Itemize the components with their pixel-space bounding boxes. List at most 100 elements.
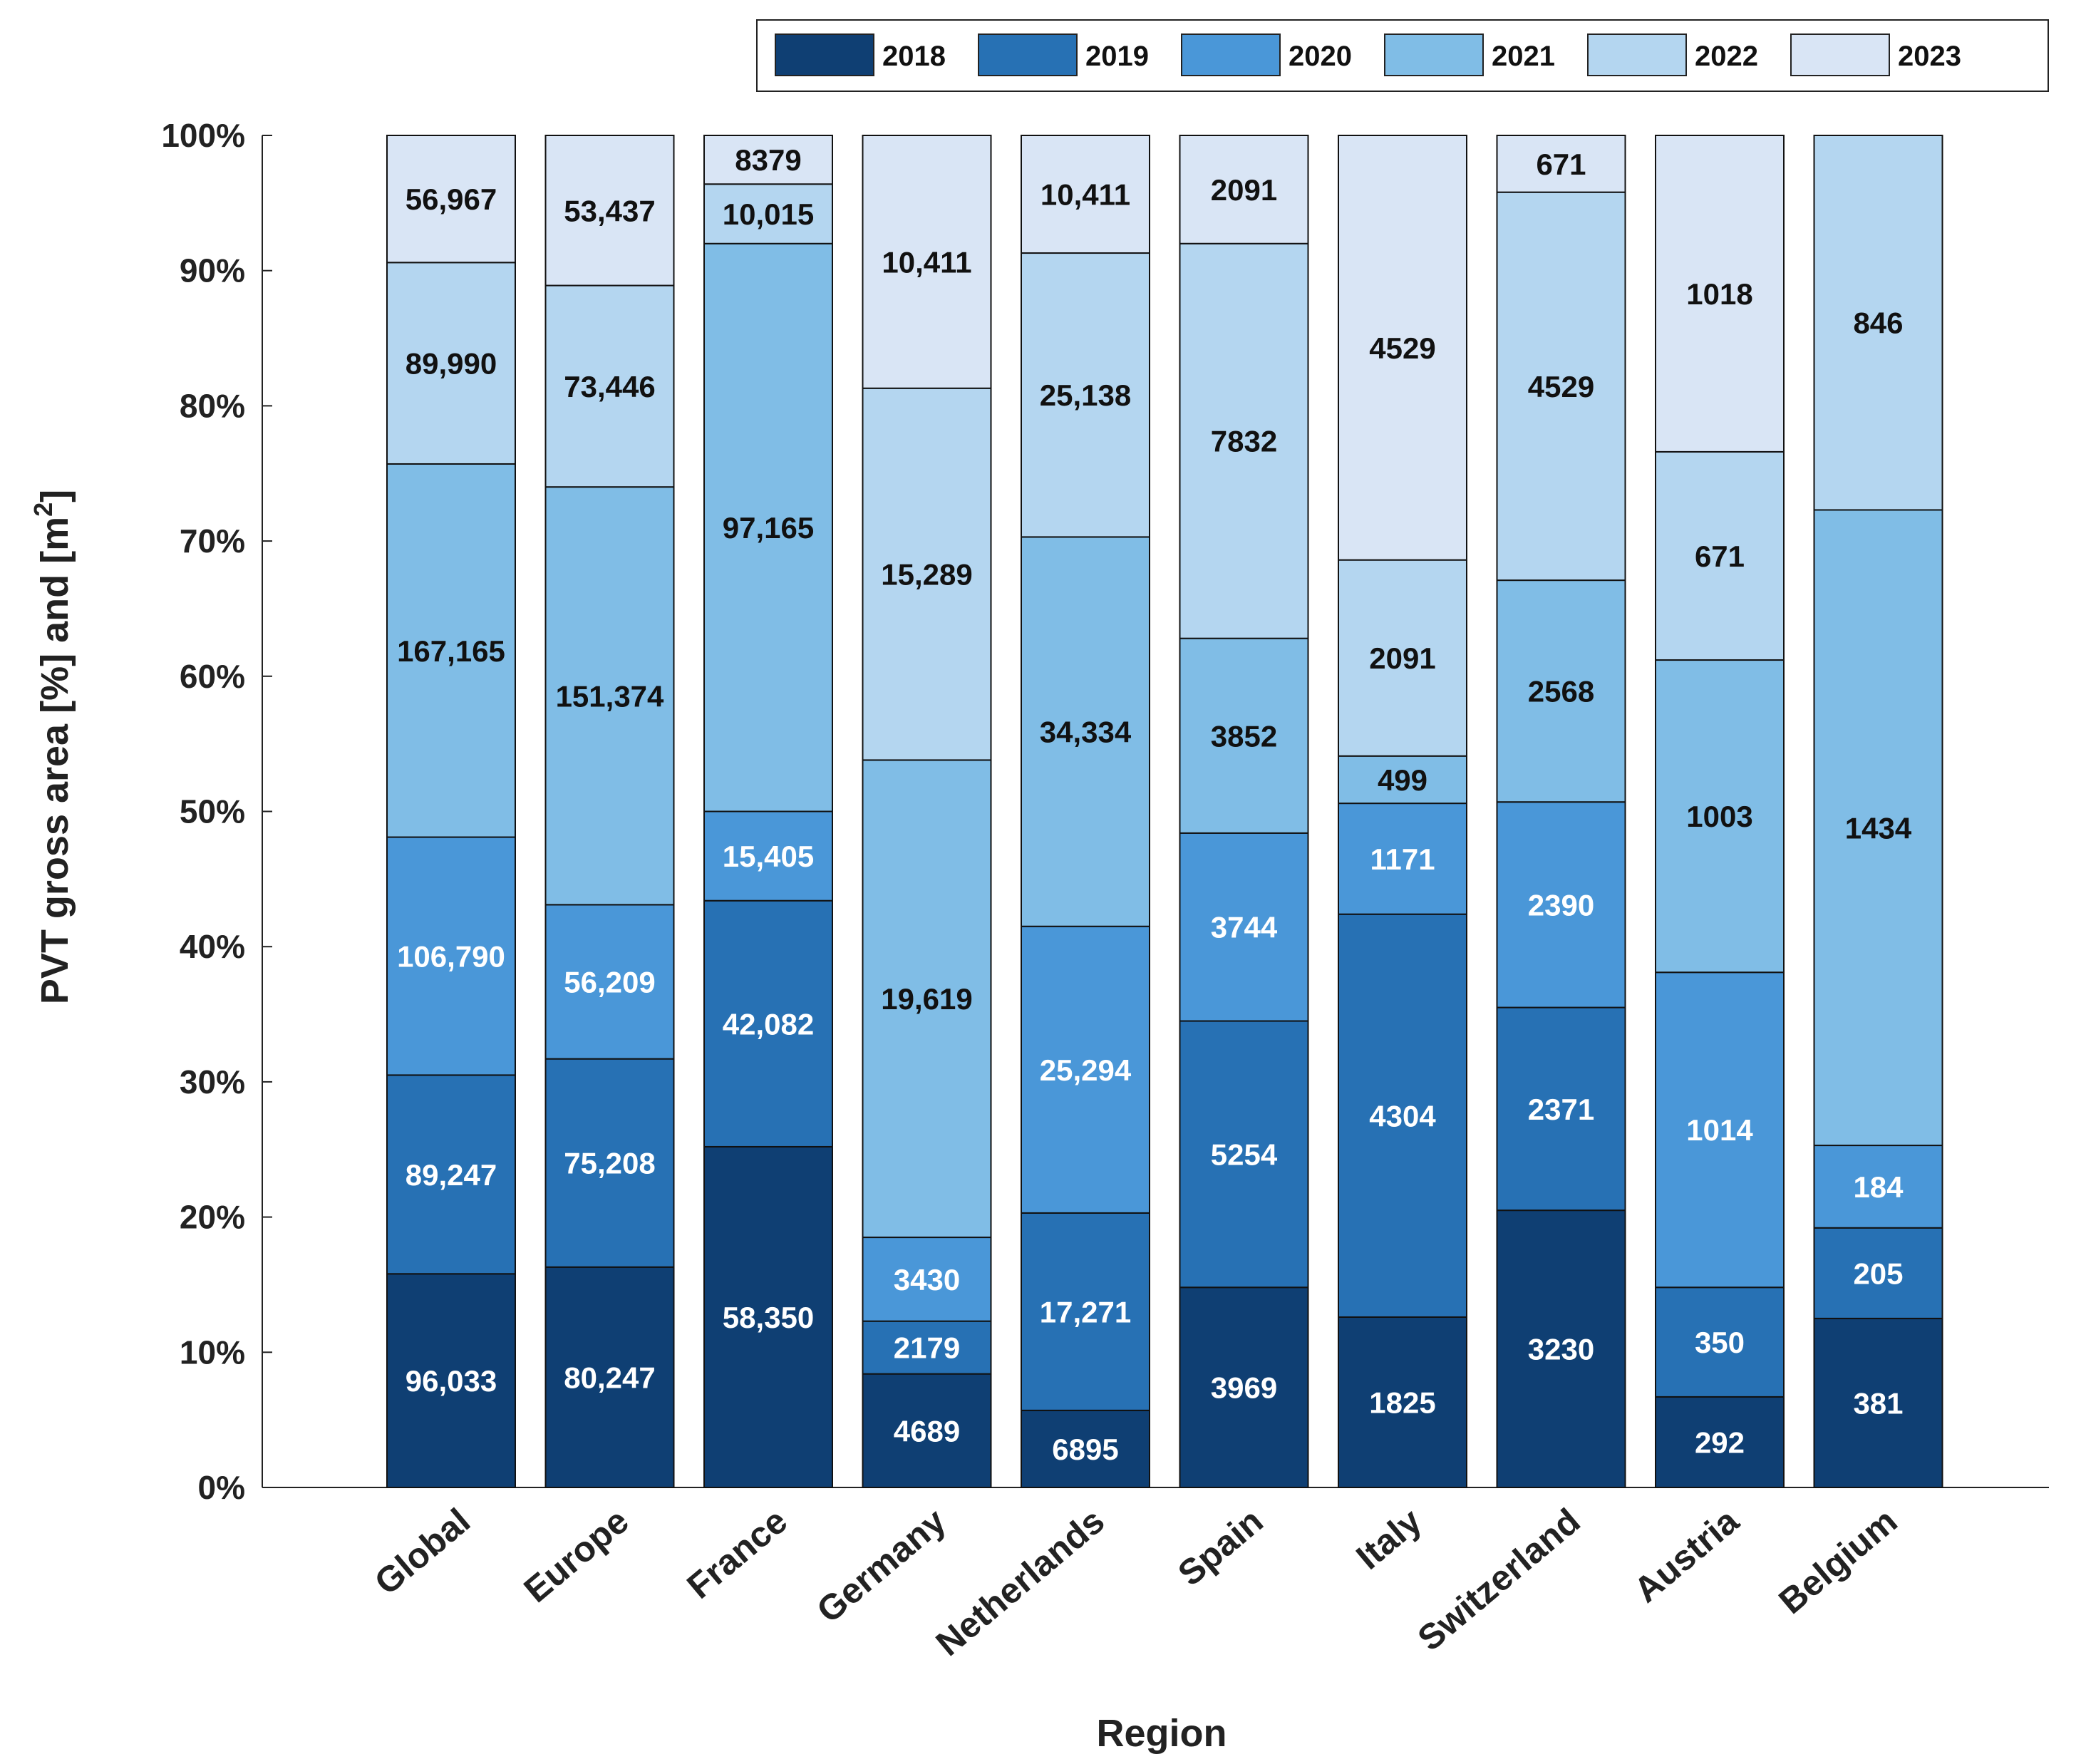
bar-segment-2022	[1813, 135, 1943, 511]
x-axis-label: Region	[1097, 1712, 1227, 1755]
data-label: 4689	[894, 1414, 960, 1448]
data-label: 7832	[1211, 425, 1277, 458]
legend-swatch-2018	[775, 33, 874, 76]
data-label: 75,208	[564, 1147, 655, 1180]
bar-segment-2021	[862, 759, 992, 1239]
legend-swatch-2022	[1587, 33, 1687, 76]
data-label: 3852	[1211, 719, 1277, 753]
data-label: 2091	[1369, 641, 1435, 675]
data-label: 34,334	[1040, 716, 1132, 749]
data-label: 4529	[1369, 331, 1435, 365]
bar-segment-2021	[544, 486, 675, 906]
data-label: 10,015	[723, 197, 814, 231]
data-label: 846	[1853, 306, 1903, 340]
bar-segment-2019	[1496, 1006, 1626, 1212]
y-tick-label: 90%	[180, 252, 245, 289]
bar-segment-2019	[862, 1320, 992, 1375]
bar-segment-2020	[1021, 925, 1150, 1214]
x-tick-label: Austria	[1626, 1500, 1747, 1610]
y-tick-label: 20%	[180, 1199, 245, 1236]
bar-segment-2023	[1338, 135, 1467, 561]
data-label: 1014	[1686, 1113, 1753, 1147]
x-tick-label: Italy	[1348, 1500, 1429, 1577]
bar-segment-2021	[1655, 659, 1785, 974]
bar-segment-2022	[1655, 450, 1785, 661]
data-label: 96,033	[406, 1364, 497, 1398]
data-label: 350	[1695, 1326, 1745, 1359]
data-label: 58,350	[723, 1301, 814, 1334]
data-label: 73,446	[564, 370, 655, 403]
y-tick-label: 30%	[180, 1063, 245, 1100]
data-label: 1003	[1686, 800, 1752, 833]
x-tick-label: Germany	[810, 1500, 954, 1630]
legend-swatch-2020	[1181, 33, 1281, 76]
data-label: 3430	[894, 1263, 960, 1296]
bar-segment-2023	[1021, 135, 1150, 254]
y-axis-label-superscript: 2	[29, 502, 58, 517]
bar-group-global: 96,033 89,247 106,790 167,165 89,990 56,967	[386, 135, 516, 1489]
data-label: 167,165	[397, 634, 505, 668]
x-tick-label: Switzerland	[1410, 1501, 1588, 1659]
bar-segment-2019	[1021, 1212, 1150, 1411]
data-label: 2568	[1528, 675, 1594, 708]
bars: 96,033 89,247 106,790 167,165 89,990 56,967 80…	[386, 135, 1943, 1489]
bar-segment-2018	[1338, 1316, 1467, 1489]
bar-group-netherlands: 6895 17,271 25,294 34,334 25,138 10,411	[1021, 135, 1150, 1488]
bar-segment-2019	[544, 1058, 675, 1268]
data-label: 1018	[1686, 277, 1752, 311]
legend-label-2023: 2023	[1898, 41, 1961, 72]
bar-segment-2018	[862, 1373, 992, 1488]
x-tick-label: Belgium	[1771, 1501, 1904, 1622]
y-axis-label: PVT gross area [%] and [m2]	[29, 490, 76, 1004]
data-label: 42,082	[723, 1007, 814, 1041]
bar-segment-2021	[1179, 637, 1309, 834]
data-label: 53,437	[564, 194, 655, 227]
bar-segment-2018	[386, 1273, 516, 1489]
bar-segment-2022	[386, 262, 516, 465]
data-label: 80,247	[564, 1361, 655, 1394]
data-label: 671	[1536, 148, 1586, 181]
y-axis-label-suffix: ]	[33, 490, 76, 502]
bar-group-italy: 1825 4304 1171 499 2091 4529	[1338, 135, 1467, 1489]
legend-label-2021: 2021	[1492, 41, 1555, 72]
bar-segment-2023	[386, 135, 516, 264]
x-tick-label: Europe	[517, 1501, 636, 1611]
data-label: 106,790	[397, 939, 505, 973]
y-tick-label: 10%	[180, 1334, 245, 1371]
bar-segment-2023	[1179, 135, 1309, 244]
bar-segment-2018	[1496, 1209, 1626, 1488]
bar-group-spain: 3969 5254 3744 3852 7832 2091	[1179, 135, 1309, 1489]
data-label: 15,405	[723, 840, 814, 873]
bar-segment-2021	[1496, 579, 1626, 803]
data-label: 10,411	[882, 245, 971, 279]
bar-segment-2022	[1179, 242, 1309, 639]
bar-segment-2020	[1179, 832, 1309, 1022]
bar-group-france: 58,350 42,082 15,405 97,165 10,015 8379	[703, 135, 833, 1489]
data-label: 2371	[1528, 1093, 1594, 1126]
data-label: 2390	[1528, 888, 1594, 922]
legend: 2018 2019 2020 2021 2022 2023	[756, 19, 2049, 92]
data-label: 25,138	[1040, 378, 1131, 412]
legend-label-2019: 2019	[1085, 41, 1149, 72]
data-label: 205	[1853, 1257, 1903, 1290]
data-label: 25,294	[1040, 1053, 1132, 1087]
data-label: 1434	[1845, 811, 1912, 845]
data-label: 381	[1853, 1386, 1903, 1420]
bar-group-switzerland: 3230 2371 2390 2568 4529 671	[1496, 135, 1626, 1488]
y-tick-label: 80%	[180, 387, 245, 424]
bar-segment-2023	[1655, 135, 1785, 453]
bar-segment-2018	[1179, 1286, 1309, 1489]
bar-segment-2021	[1021, 536, 1150, 927]
legend-label-2018: 2018	[882, 41, 946, 72]
bar-segment-2021	[386, 463, 516, 838]
bar-group-germany: 4689 2179 3430 19,619 15,289 10,411	[862, 135, 992, 1488]
data-label: 56,209	[564, 966, 655, 999]
bar-segment-2019	[1655, 1286, 1785, 1398]
bar-segment-2018	[703, 1145, 833, 1489]
data-label: 19,619	[881, 982, 972, 1016]
bar-segment-2019	[1813, 1227, 1943, 1319]
bar-segment-2018	[1021, 1409, 1150, 1488]
data-label: 17,271	[1040, 1295, 1131, 1329]
